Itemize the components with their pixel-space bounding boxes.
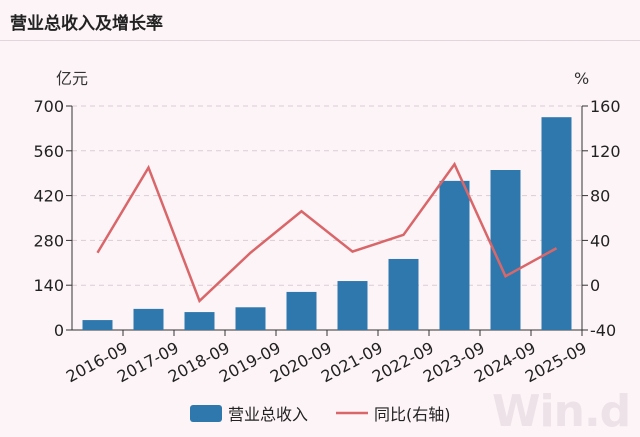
bar-2018-09: [185, 312, 215, 330]
legend-bar-swatch: [190, 405, 222, 422]
growth-line: [98, 164, 557, 301]
watermark-logo: Win.d: [492, 390, 630, 434]
left-tick-label: 140: [33, 276, 64, 295]
left-tick-label: 560: [33, 142, 64, 161]
right-tick-label: 160: [590, 97, 621, 116]
right-tick-label: -40: [590, 321, 616, 340]
bar-2021-09: [338, 281, 368, 330]
left-tick-label: 420: [33, 187, 64, 206]
bar-2019-09: [236, 307, 266, 330]
legend-line-label: 同比(右轴): [374, 405, 451, 424]
left-tick-label: 0: [54, 321, 64, 340]
bar-2025-09: [542, 117, 572, 330]
right-tick-label: 40: [590, 231, 610, 250]
legend-bar-label: 营业总收入: [228, 405, 308, 424]
bar-2016-09: [83, 320, 113, 330]
right-tick-label: 80: [590, 187, 610, 206]
left-tick-label: 280: [33, 231, 64, 250]
right-tick-label: 0: [590, 276, 600, 295]
right-tick-label: 120: [590, 142, 621, 161]
bar-2023-09: [440, 181, 470, 330]
bar-2022-09: [389, 259, 419, 330]
left-tick-label: 700: [33, 97, 64, 116]
bar-2017-09: [134, 309, 164, 330]
bar-2020-09: [287, 292, 317, 330]
bar-2024-09: [491, 170, 521, 330]
right-axis-unit: %: [574, 69, 589, 88]
left-axis-unit: 亿元: [56, 69, 88, 88]
